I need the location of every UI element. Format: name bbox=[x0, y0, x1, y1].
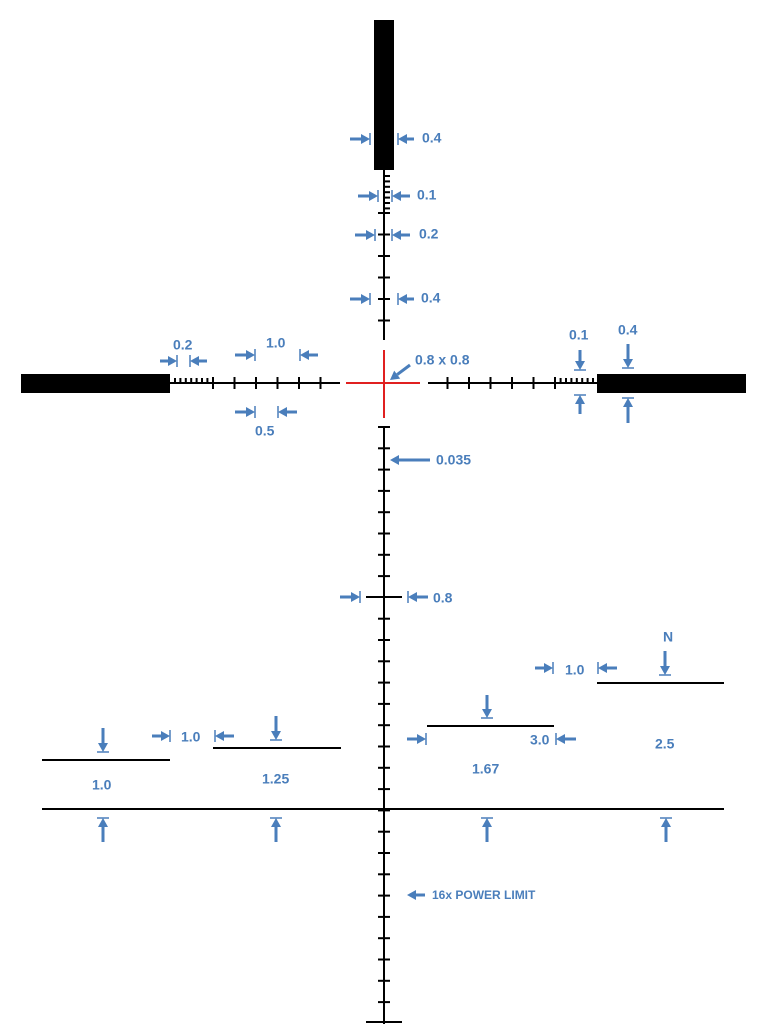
arrow-head bbox=[482, 818, 492, 827]
arrow-head bbox=[168, 356, 177, 366]
arrow-head bbox=[246, 350, 255, 360]
arrow-head bbox=[575, 361, 585, 370]
arrow-head bbox=[190, 356, 199, 366]
arrow-head bbox=[544, 663, 553, 673]
reticle bbox=[21, 20, 746, 1024]
arrow-head bbox=[575, 395, 585, 404]
label: 1.0 bbox=[181, 729, 201, 745]
arrow-head bbox=[351, 592, 360, 602]
label: 2.5 bbox=[655, 736, 675, 752]
label: 0.2 bbox=[419, 226, 439, 242]
arrow-head bbox=[623, 398, 633, 407]
arrow-head bbox=[161, 731, 170, 741]
arrow-head bbox=[398, 134, 407, 144]
arrow-head bbox=[98, 743, 108, 752]
labels: 0.4 0.1 0.2 0.4 0.2 1.0 0.1 0.4 0.8 x 0.… bbox=[92, 130, 675, 902]
arrow-head bbox=[369, 191, 378, 201]
arrow-head bbox=[623, 359, 633, 368]
arrow-head bbox=[660, 666, 670, 675]
arrow-head bbox=[398, 294, 407, 304]
label: 1.25 bbox=[262, 771, 289, 787]
arrow-head bbox=[661, 818, 671, 827]
arrow-head bbox=[278, 407, 287, 417]
arrow-head bbox=[215, 731, 224, 741]
arrow-head bbox=[271, 818, 281, 827]
arrow-head bbox=[482, 709, 492, 718]
label: 1.0 bbox=[565, 662, 585, 678]
label: 0.8 x 0.8 bbox=[415, 352, 470, 368]
label: 0.2 bbox=[173, 337, 193, 353]
arrow-head bbox=[98, 818, 108, 827]
arrow-head bbox=[598, 663, 607, 673]
arrow-head bbox=[390, 370, 401, 380]
arrow-head bbox=[390, 455, 399, 465]
label: 1.67 bbox=[472, 761, 499, 777]
arrow bbox=[396, 363, 411, 376]
label: 1.0 bbox=[266, 335, 286, 351]
top-post bbox=[374, 20, 394, 170]
label: 0.5 bbox=[255, 423, 275, 439]
label: 0.4 bbox=[421, 290, 441, 306]
label: 0.4 bbox=[422, 130, 442, 146]
label: 1.0 bbox=[92, 777, 112, 793]
arrow-head bbox=[366, 230, 375, 240]
arrow-head bbox=[407, 890, 416, 900]
arrow-head bbox=[361, 134, 370, 144]
arrow-head bbox=[392, 191, 401, 201]
arrow-head bbox=[392, 230, 401, 240]
label: 0.1 bbox=[417, 187, 437, 203]
arrow-head bbox=[408, 592, 417, 602]
arrow-head bbox=[300, 350, 309, 360]
arrow-head bbox=[361, 294, 370, 304]
label: 3.0 bbox=[530, 732, 550, 748]
label: 0.035 bbox=[436, 452, 471, 468]
arrow-head bbox=[417, 734, 426, 744]
label: N bbox=[663, 629, 673, 645]
left-post bbox=[21, 374, 170, 393]
label: 0.8 bbox=[433, 590, 453, 606]
arrow-head bbox=[246, 407, 255, 417]
label: 0.4 bbox=[618, 322, 638, 338]
label: 16x POWER LIMIT bbox=[432, 888, 536, 902]
arrow-head bbox=[271, 731, 281, 740]
arrow-head bbox=[556, 734, 565, 744]
right-post bbox=[597, 374, 746, 393]
label: 0.1 bbox=[569, 327, 589, 343]
